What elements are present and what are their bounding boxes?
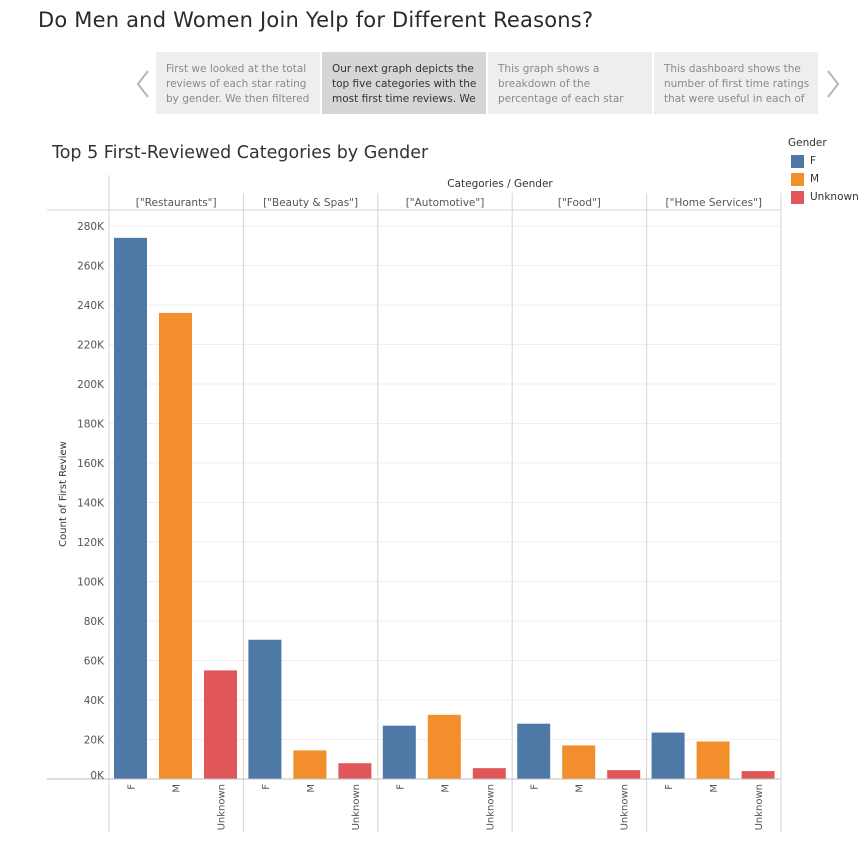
gender-tick-label: F	[395, 784, 406, 790]
category-label: ["Beauty & Spas"]	[263, 197, 358, 209]
next-story-point-button[interactable]	[820, 66, 846, 102]
bar	[741, 771, 775, 779]
gender-tick-label: F	[530, 784, 541, 790]
previous-story-point-button[interactable]	[130, 66, 156, 102]
story-point-text-line: top five categories with the	[332, 78, 477, 90]
story-points: First we looked at the total reviews of …	[156, 52, 818, 114]
bar	[248, 639, 282, 779]
bar	[562, 745, 596, 779]
story-point-text-line: This graph shows a	[498, 63, 600, 75]
gender-tick-label: M	[172, 784, 183, 793]
story-point-2[interactable]: Our next graph depicts the top five cate…	[322, 52, 486, 114]
category-label: ["Automotive"]	[406, 197, 485, 209]
gender-tick-label: Unknown	[351, 784, 362, 830]
y-tick-label: 280K	[77, 221, 105, 233]
gender-tick-label: M	[709, 784, 720, 793]
y-tick-label: 140K	[77, 498, 105, 510]
legend-item-m[interactable]: M	[788, 170, 859, 188]
story-point-text-line: Our next graph depicts the	[332, 63, 474, 75]
category-label: ["Home Services"]	[666, 197, 762, 209]
gender-tick-label: F	[127, 784, 138, 790]
gender-tick-label: Unknown	[485, 784, 496, 830]
y-tick-label: 200K	[77, 379, 105, 391]
bar	[607, 770, 641, 779]
story-point-text-line: breakdown of the	[498, 78, 591, 90]
category-label: ["Restaurants"]	[136, 197, 217, 209]
legend-item-unknown[interactable]: Unknown	[788, 188, 859, 206]
legend-swatch	[791, 172, 804, 186]
y-tick-label: 220K	[77, 340, 105, 352]
legend-swatch	[791, 190, 804, 204]
bar	[382, 725, 416, 779]
y-tick-label: 60K	[84, 656, 105, 668]
story-title: Do Men and Women Join Yelp for Different…	[38, 8, 594, 32]
y-tick-label: 260K	[77, 261, 105, 273]
gender-tick-label: F	[664, 784, 675, 790]
gender-tick-label: Unknown	[754, 784, 765, 830]
y-tick-label: 20K	[84, 735, 105, 747]
gender-legend: Gender F M Unknown	[788, 137, 859, 206]
gender-tick-label: F	[261, 784, 272, 790]
gender-tick-label: M	[306, 784, 317, 793]
y-tick-label: 0K	[90, 770, 105, 782]
story-point-text-line: This dashboard shows the	[664, 63, 801, 75]
story-point-text-line: by gender. We then filtered	[166, 93, 310, 105]
story-point-text-line: number of first time ratings	[664, 78, 810, 90]
story-point-3[interactable]: This graph shows a breakdown of the perc…	[488, 52, 652, 114]
legend-label: Unknown	[810, 191, 859, 203]
bar	[338, 763, 372, 779]
y-tick-label: 180K	[77, 419, 105, 431]
story-point-text-line: First we looked at the total	[166, 63, 307, 75]
bar	[517, 723, 551, 779]
legend-label: F	[810, 155, 817, 167]
y-tick-label: 80K	[84, 616, 105, 628]
legend-title: Gender	[788, 137, 827, 149]
story-point-text-line: percentage of each star	[498, 93, 624, 105]
story-point-1[interactable]: First we looked at the total reviews of …	[156, 52, 320, 114]
gender-tick-label: Unknown	[620, 784, 631, 830]
story-point-text-line: that were useful in each of	[664, 93, 805, 105]
y-tick-label: 240K	[77, 300, 105, 312]
bar	[427, 714, 461, 779]
legend-item-f[interactable]: F	[788, 152, 859, 170]
y-tick-label: 120K	[77, 537, 105, 549]
legend-swatch	[791, 154, 804, 168]
y-tick-label: 100K	[77, 577, 105, 589]
category-label: ["Food"]	[558, 197, 601, 209]
bar	[293, 750, 327, 779]
bar	[696, 741, 730, 779]
legend-label: M	[810, 173, 820, 185]
bar	[204, 670, 237, 779]
bar	[114, 237, 147, 780]
column-header: Categories / Gender	[447, 178, 553, 190]
y-tick-label: 40K	[84, 695, 105, 707]
gender-tick-label: M	[575, 784, 586, 793]
story-point-text-line: most first time reviews. We	[332, 93, 476, 105]
story-point-text-line: reviews of each star rating	[166, 78, 307, 90]
chevron-right-icon	[827, 70, 840, 98]
y-tick-label: 160K	[77, 458, 105, 470]
story-point-4[interactable]: This dashboard shows the number of first…	[654, 52, 818, 114]
bar	[472, 768, 506, 779]
y-axis-title: Count of First Review	[58, 441, 69, 547]
gender-tick-label: M	[440, 784, 451, 793]
bar	[159, 312, 192, 779]
chart-title: Top 5 First-Reviewed Categories by Gende…	[52, 143, 429, 163]
gender-tick-label: Unknown	[217, 784, 228, 830]
bar	[651, 732, 685, 779]
chevron-left-icon	[136, 70, 149, 98]
